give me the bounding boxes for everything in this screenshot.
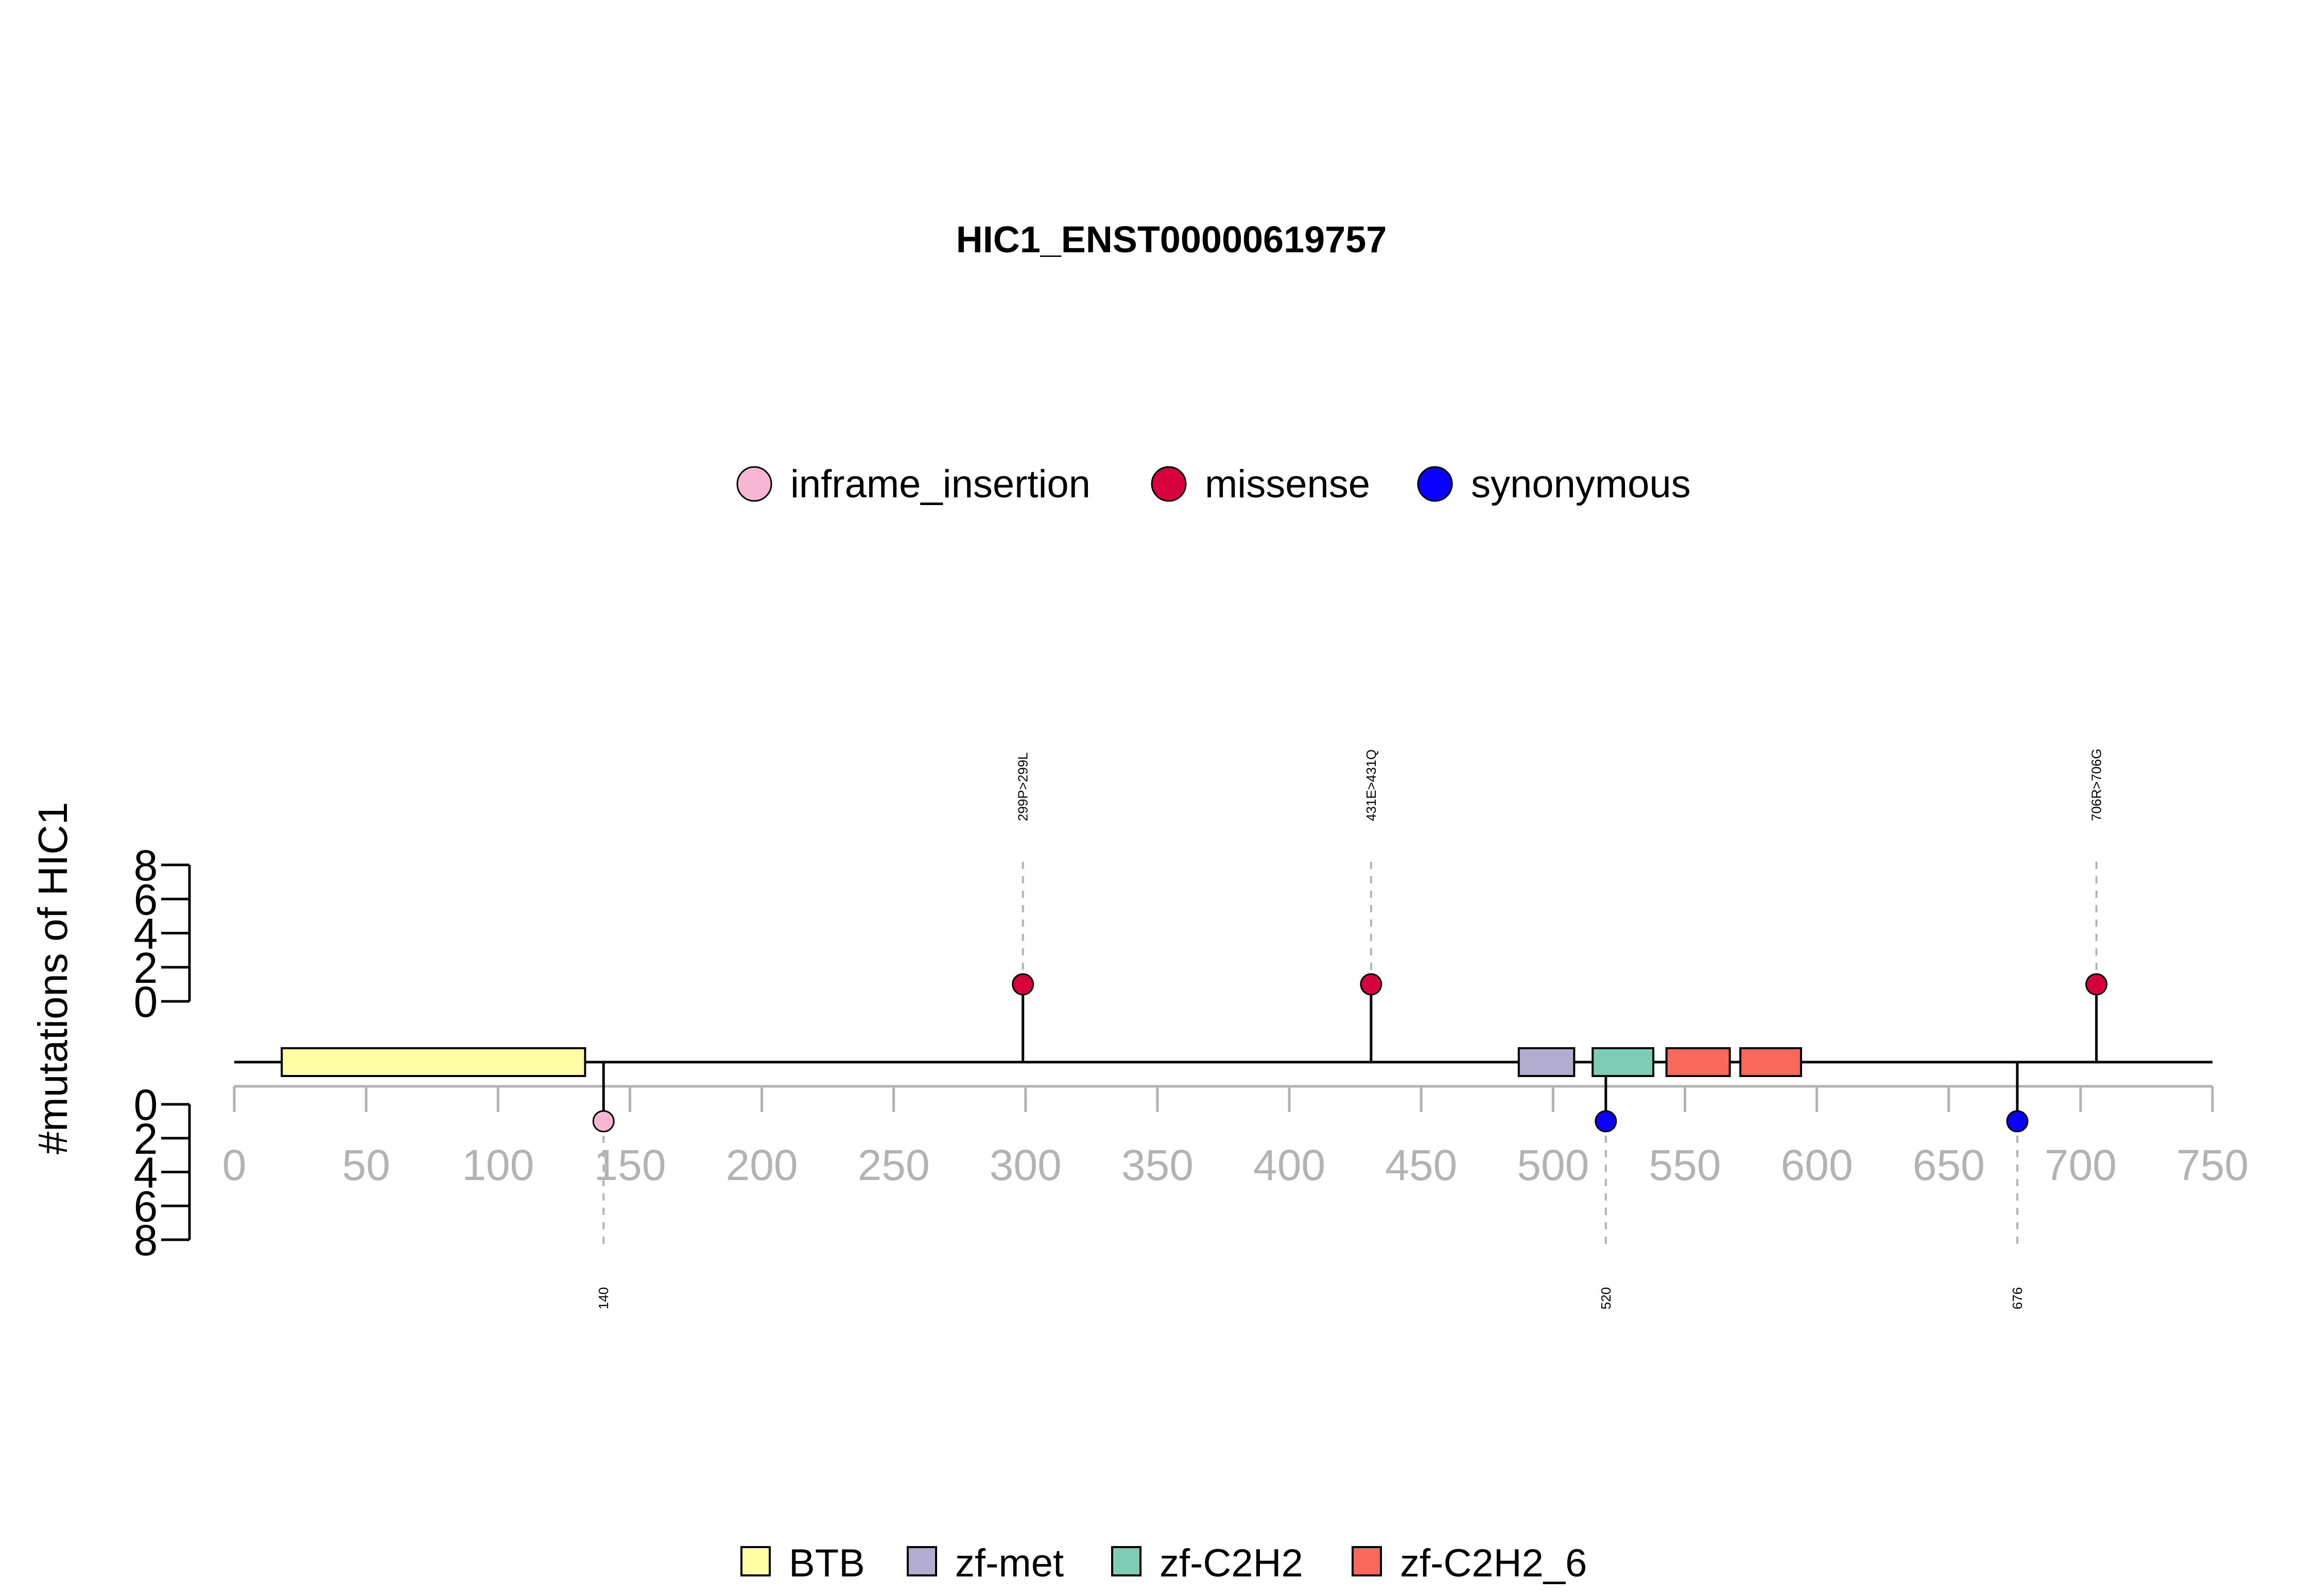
legend-label-synonymous: synonymous xyxy=(1471,462,1691,506)
domain-zf-C2H2_6 xyxy=(1665,1047,1731,1077)
x-tick-label: 700 xyxy=(2045,1141,2117,1189)
x-tick-label: 400 xyxy=(1253,1141,1325,1189)
x-tick-label: 500 xyxy=(1517,1141,1589,1189)
y-tick-label-top: 8 xyxy=(134,841,158,890)
legend-marker-inframe_insertion xyxy=(736,466,772,502)
x-tick-label: 0 xyxy=(222,1141,247,1189)
y-tick-label-top: 2 xyxy=(134,944,158,992)
y-tick-label-bottom: 8 xyxy=(134,1216,158,1264)
x-axis: 0 50 100 150 200 250 300 350 400 450 500 550 600 650 7… xyxy=(222,1085,2249,1189)
x-tick-label: 250 xyxy=(858,1141,930,1189)
x-tick-label: 550 xyxy=(1649,1141,1721,1189)
legend-marker-missense xyxy=(1151,466,1187,502)
mutation-label: 140 xyxy=(596,1287,611,1309)
y-tick-label-bottom: 4 xyxy=(134,1149,158,1197)
x-tick-label: 650 xyxy=(1913,1141,1985,1189)
y-tick-label-top: 4 xyxy=(134,910,158,958)
lollipop-stems xyxy=(602,857,2098,1248)
mutation-point-synonymous xyxy=(1595,1110,1617,1133)
x-tick-label: 200 xyxy=(725,1141,798,1189)
domain-legend-label: zf-met xyxy=(955,1541,1064,1585)
domain-zf-met xyxy=(1517,1047,1576,1077)
domain-BTB xyxy=(281,1047,586,1077)
mutation-point-missense xyxy=(1360,973,1382,996)
domain-legend: BTB zf-met zf-C2H2 zf-C2H2_6 xyxy=(740,1541,1587,1585)
legend-label-missense: missense xyxy=(1205,462,1370,506)
mutation-label: 706R>706G xyxy=(2089,749,2104,821)
y-tick-label-top: 0 xyxy=(134,978,158,1026)
y-tick-label-bottom: 6 xyxy=(134,1182,158,1230)
domain-legend-label: BTB xyxy=(789,1541,865,1585)
legend-marker-synonymous xyxy=(1417,466,1453,502)
lollipop-heads xyxy=(592,973,2108,1133)
mutation-labels: 299P>299L 431E>431Q 706R>706G 140 520 676 xyxy=(596,749,2104,1309)
domain-zf-C2H2 xyxy=(1592,1047,1654,1077)
x-tick-label: 300 xyxy=(990,1141,1062,1189)
mutation-point-missense xyxy=(2085,973,2108,996)
y-axis-label: #mutations of HIC1 xyxy=(30,802,76,1155)
x-tick-label: 600 xyxy=(1781,1141,1853,1189)
domain-legend-swatch xyxy=(907,1546,937,1576)
y-tick-label-bottom: 2 xyxy=(134,1115,158,1163)
legend-label-inframe_insertion: inframe_insertion xyxy=(790,462,1091,506)
mutation-label: 520 xyxy=(1598,1287,1614,1309)
mutation-label: 431E>431Q xyxy=(1363,749,1379,821)
x-tick-label: 750 xyxy=(2176,1141,2249,1189)
y-tick-label-top: 6 xyxy=(134,875,158,924)
domain-legend-label: zf-C2H2_6 xyxy=(1400,1541,1587,1585)
x-tick-label: 150 xyxy=(594,1141,666,1189)
domain-zf-C2H2_6 xyxy=(1739,1047,1802,1077)
x-tick-label: 450 xyxy=(1385,1141,1457,1189)
mutation-type-legend: inframe_insertion missense synonymous xyxy=(736,462,1691,506)
mutation-point-inframe_insertion xyxy=(592,1110,615,1133)
x-tick-label: 350 xyxy=(1121,1141,1194,1189)
y-tick-label-bottom: 0 xyxy=(134,1081,158,1129)
chart-title: HIC1_ENST00000619757 xyxy=(956,219,1387,261)
protein-domains xyxy=(281,1047,1802,1077)
domain-legend-label: zf-C2H2 xyxy=(1160,1541,1303,1585)
x-tick-label: 100 xyxy=(462,1141,534,1189)
domain-legend-swatch xyxy=(1352,1546,1382,1576)
x-tick-label: 50 xyxy=(342,1141,390,1189)
domain-legend-swatch xyxy=(740,1546,771,1576)
mutation-point-missense xyxy=(1012,973,1034,996)
mutation-label: 299P>299L xyxy=(1015,752,1031,821)
mutation-label: 676 xyxy=(2010,1287,2025,1309)
mutation-point-synonymous xyxy=(2006,1110,2029,1133)
domain-legend-swatch xyxy=(1111,1546,1142,1576)
